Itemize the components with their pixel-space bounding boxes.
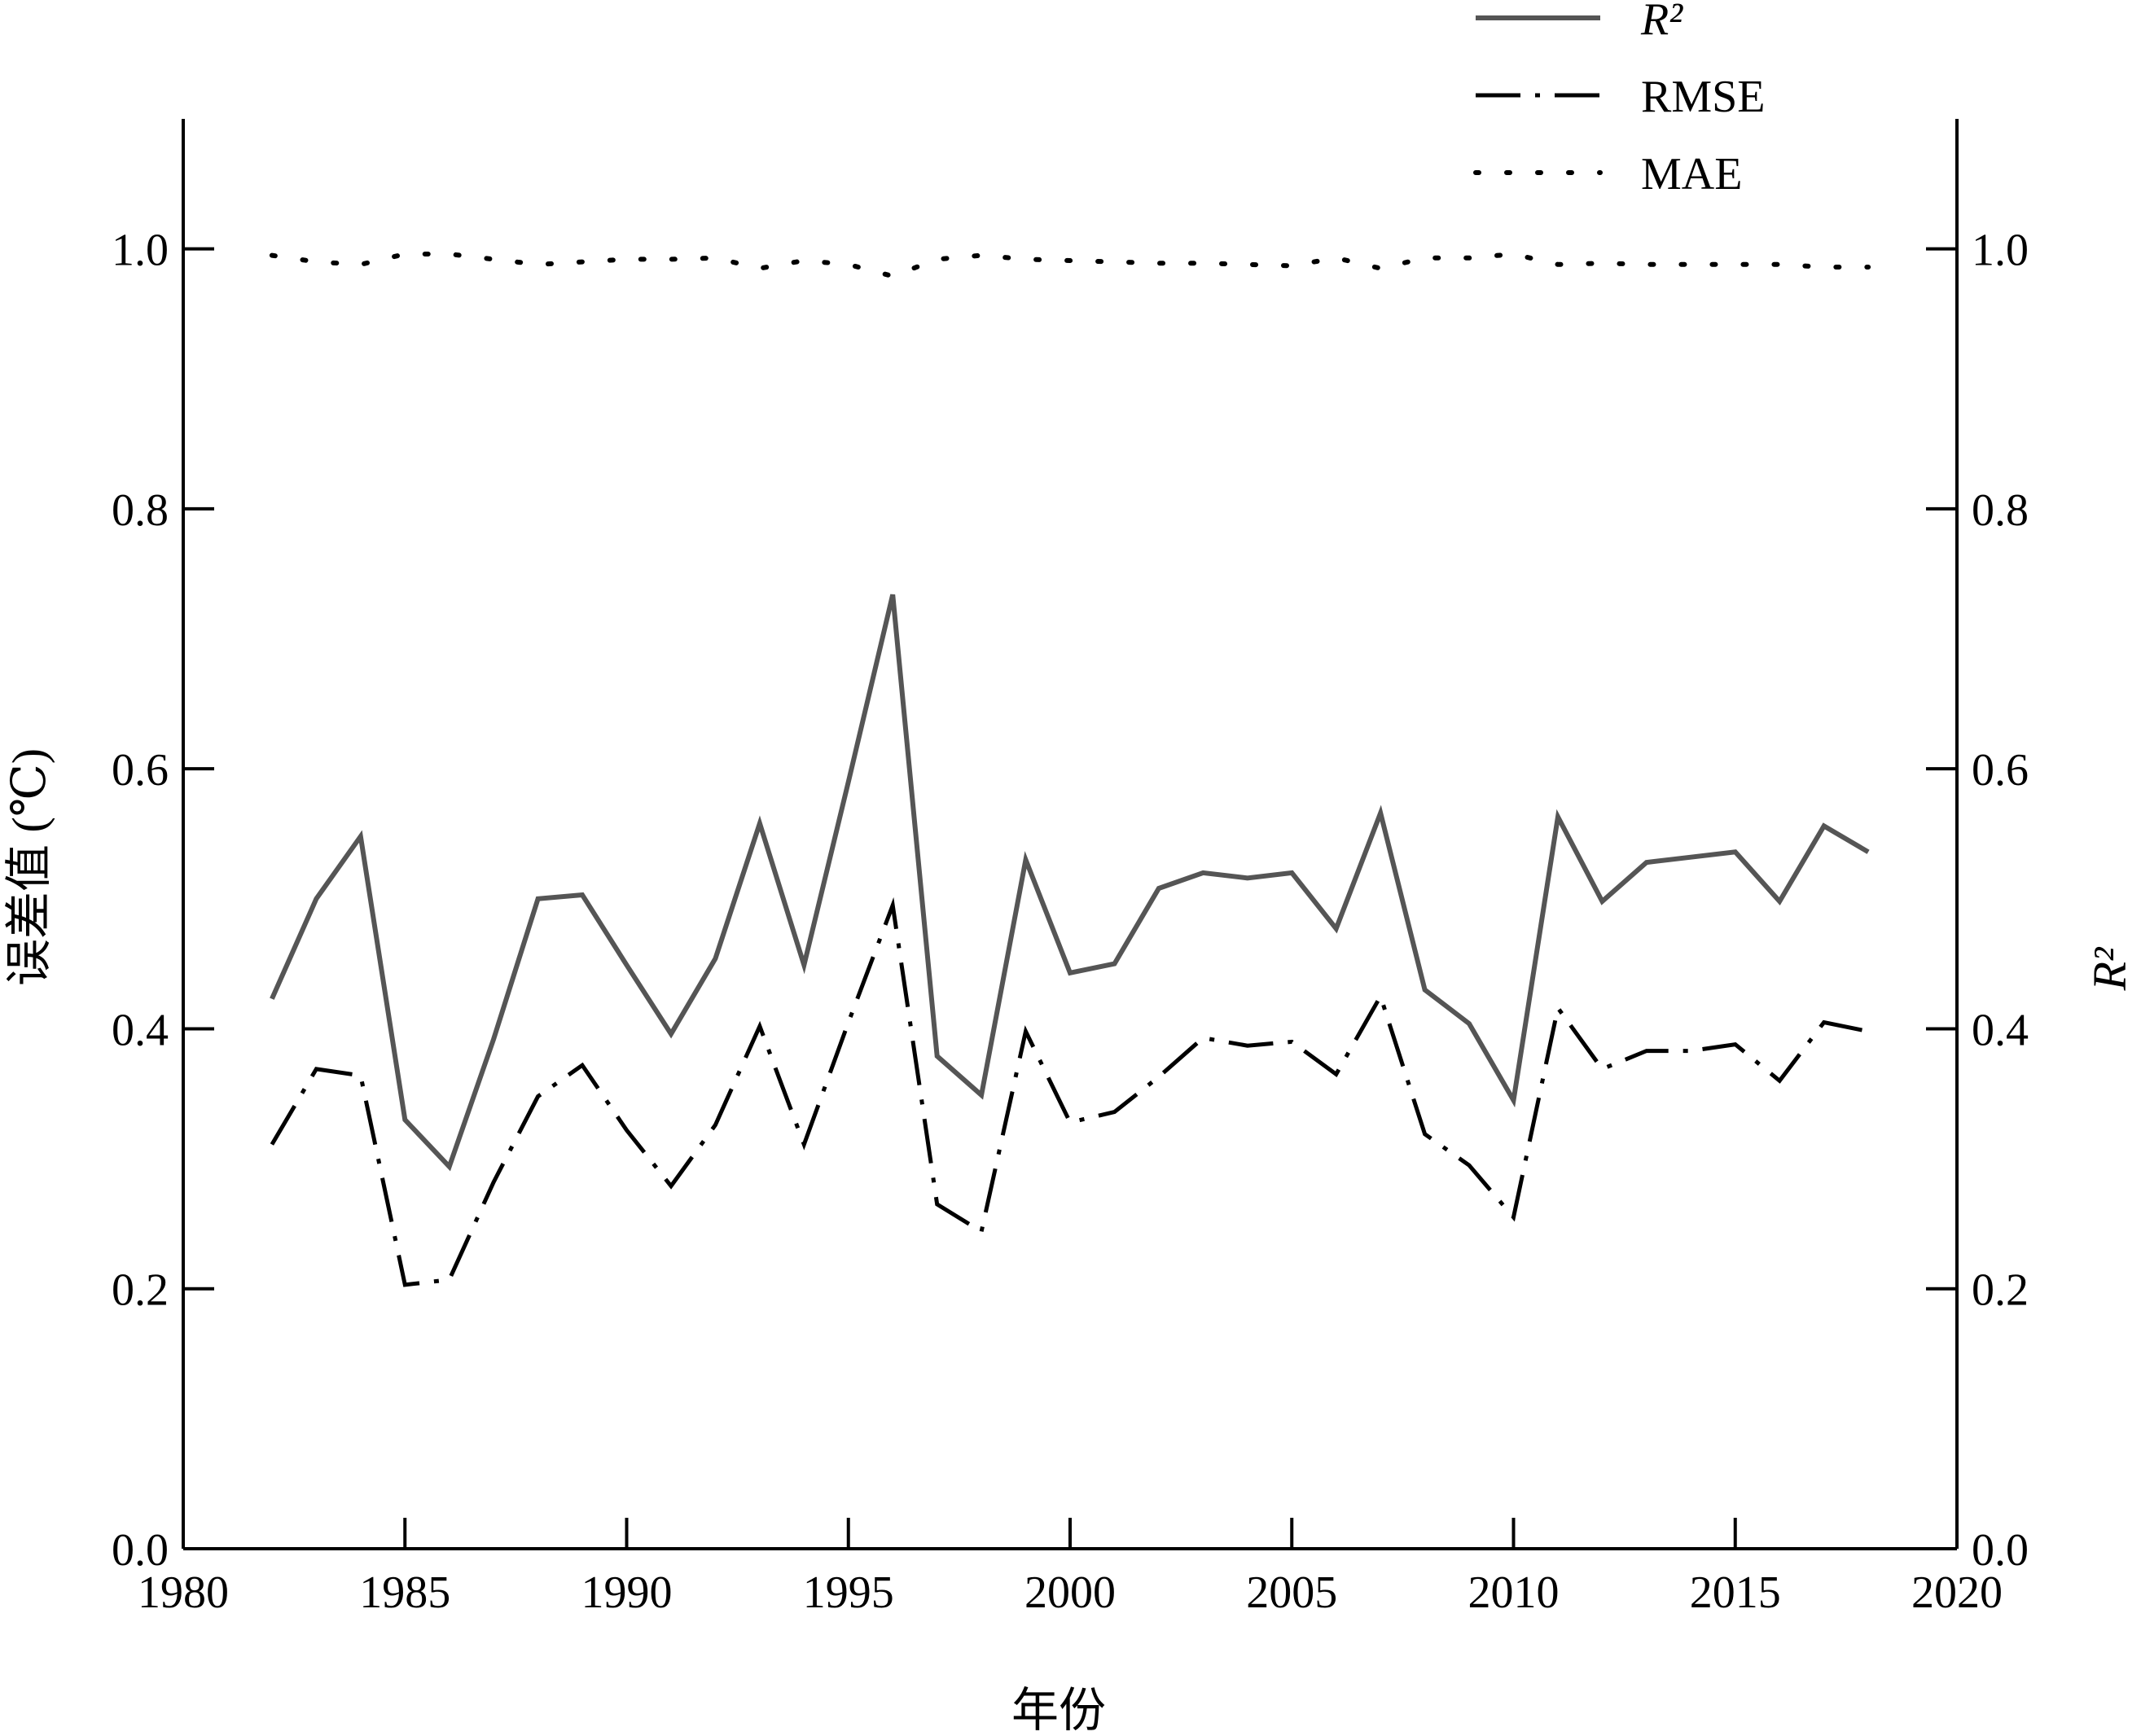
right-y-tick-label-2: 0.4: [1972, 1005, 2029, 1055]
series-line-r2: [270, 594, 1870, 1172]
left-y-axis-title: 误差值 (℃): [2, 748, 55, 986]
right-y-tick-label-1: 0.2: [1972, 1265, 2029, 1316]
legend: R² RMSE MAE: [1473, 0, 1766, 199]
series-line-rmse: [270, 896, 1869, 1287]
right-y-tick-label-3: 0.6: [1972, 745, 2029, 796]
right-y-tick-label-0: 0.0: [1972, 1525, 2029, 1576]
x-tick-label-1980: 1980: [138, 1567, 229, 1618]
right-y-tick-label-5: 1.0: [1972, 226, 2029, 276]
legend-label-mae: MAE: [1641, 149, 1742, 199]
x-tick-label-2020: 2020: [1911, 1567, 2003, 1618]
x-tick-label-1990: 1990: [581, 1567, 673, 1618]
left-y-tick-label-4: 0.8: [112, 485, 169, 536]
right-y-axis-title: R²: [2083, 946, 2136, 991]
left-y-tick-label-1: 0.2: [112, 1265, 169, 1316]
x-tick-label-1985: 1985: [359, 1567, 450, 1618]
x-axis-title: 年份: [1011, 1684, 1106, 1736]
right-y-tick-label-4: 0.8: [1972, 485, 2029, 536]
legend-label-rmse: RMSE: [1641, 72, 1766, 122]
left-y-tick-label-5: 1.0: [112, 226, 169, 276]
axes: [182, 119, 1959, 1550]
x-tick-label-2000: 2000: [1024, 1567, 1116, 1618]
left-y-tick-label-0: 0.0: [112, 1525, 169, 1576]
x-tick-label-2010: 2010: [1468, 1567, 1560, 1618]
series-layer: [269, 251, 1871, 1287]
x-tick-label-2015: 2015: [1690, 1567, 1781, 1618]
x-tick-label-2005: 2005: [1246, 1567, 1337, 1618]
legend-label-r2: R²: [1640, 0, 1683, 45]
x-tick-label-1995: 1995: [803, 1567, 894, 1618]
series-line-mae: [269, 251, 1871, 279]
left-y-tick-label-3: 0.6: [112, 745, 169, 796]
left-y-tick-label-2: 0.4: [112, 1005, 169, 1055]
